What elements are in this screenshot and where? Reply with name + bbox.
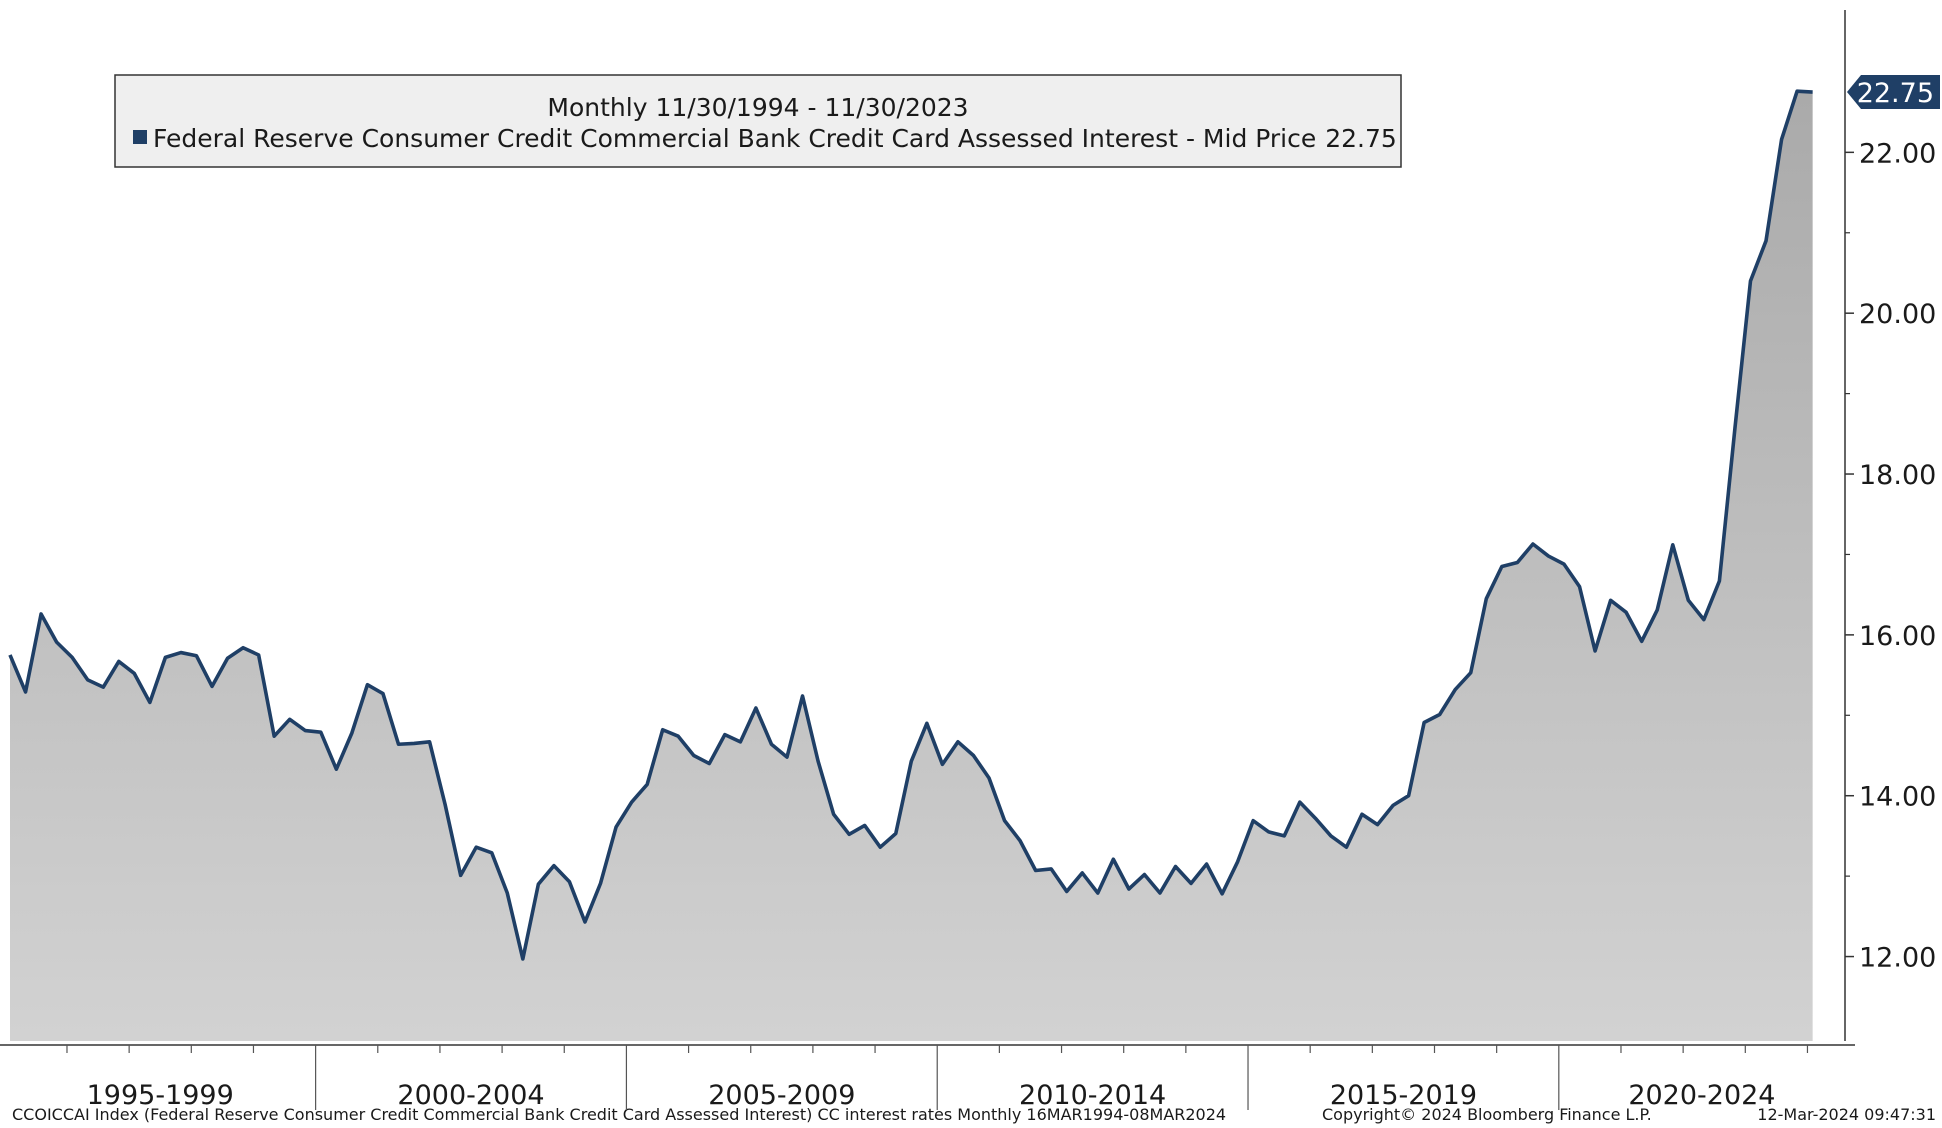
line <box>8 89 1813 961</box>
legend-value: 22.75 <box>1325 124 1397 153</box>
legend-entry: Federal Reserve Consumer Credit Commerci… <box>153 124 1397 153</box>
x-period-label: 2005-2009 <box>708 1080 855 1111</box>
x-period-label: 2015-2019 <box>1330 1080 1477 1111</box>
y-tick-label: 22.00 <box>1859 138 1936 169</box>
x-period-label: 2000-2004 <box>397 1080 544 1111</box>
y-tick-label: 12.00 <box>1859 943 1936 974</box>
y-tick-label: 14.00 <box>1859 782 1936 813</box>
y-tick-label: 18.00 <box>1859 460 1936 491</box>
legend-name: Federal Reserve Consumer Credit Commerci… <box>153 124 1316 153</box>
y-tick-label: 16.00 <box>1859 621 1936 652</box>
footer-right: 12-Mar-2024 09:47:31 <box>1757 1105 1936 1124</box>
last-value-label: 22.75 <box>1857 78 1934 109</box>
x-period-label: 2020-2024 <box>1628 1080 1775 1111</box>
footer-center: Copyright© 2024 Bloomberg Finance L.P. <box>1322 1105 1652 1124</box>
legend-swatch <box>133 130 147 144</box>
x-period-label: 1995-1999 <box>87 1080 234 1111</box>
last-value-tag <box>1847 75 1940 110</box>
legend-box <box>114 74 1402 168</box>
x-period-label: 2010-2014 <box>1019 1080 1166 1111</box>
y-tick-label: 20.00 <box>1859 299 1936 330</box>
area <box>10 91 1813 1042</box>
legend-subtitle: Monthly 11/30/1994 - 11/30/2023 <box>547 93 968 122</box>
